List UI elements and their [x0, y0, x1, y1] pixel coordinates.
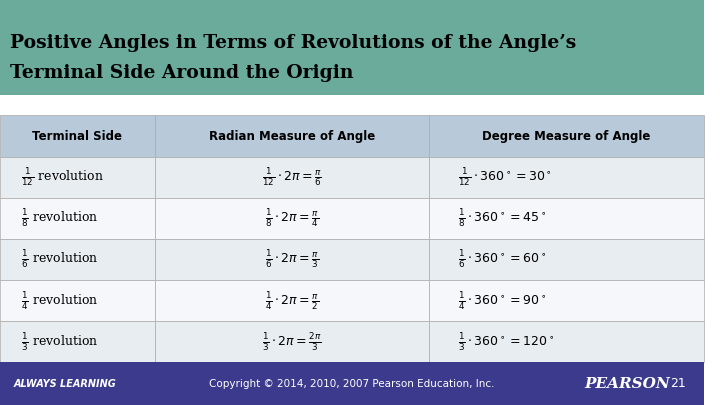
- Text: $\frac{1}{4}\cdot 360^\circ = 90^\circ$: $\frac{1}{4}\cdot 360^\circ = 90^\circ$: [457, 290, 546, 312]
- Text: $\frac{1}{8}\cdot 2\pi = \frac{\pi}{4}$: $\frac{1}{8}\cdot 2\pi = \frac{\pi}{4}$: [265, 207, 319, 229]
- FancyBboxPatch shape: [155, 239, 429, 280]
- FancyBboxPatch shape: [429, 280, 704, 321]
- FancyBboxPatch shape: [0, 115, 155, 157]
- Text: ALWAYS LEARNING: ALWAYS LEARNING: [14, 379, 117, 389]
- Text: $\frac{1}{12}\cdot 2\pi = \frac{\pi}{6}$: $\frac{1}{12}\cdot 2\pi = \frac{\pi}{6}$: [262, 166, 322, 188]
- Text: $\frac{1}{3}$ revolution: $\frac{1}{3}$ revolution: [21, 331, 99, 353]
- FancyBboxPatch shape: [429, 115, 704, 157]
- FancyBboxPatch shape: [0, 362, 704, 405]
- Text: $\frac{1}{12}$ revolution: $\frac{1}{12}$ revolution: [21, 166, 104, 188]
- Text: $\frac{1}{12}\cdot 360^\circ = 30^\circ$: $\frac{1}{12}\cdot 360^\circ = 30^\circ$: [457, 166, 552, 188]
- Text: Positive Angles in Terms of Revolutions of the Angle’s: Positive Angles in Terms of Revolutions …: [10, 34, 576, 51]
- FancyBboxPatch shape: [429, 198, 704, 239]
- FancyBboxPatch shape: [0, 0, 704, 95]
- Text: Terminal Side: Terminal Side: [32, 130, 122, 143]
- FancyBboxPatch shape: [0, 321, 155, 362]
- FancyBboxPatch shape: [0, 280, 155, 321]
- FancyBboxPatch shape: [0, 198, 155, 239]
- Text: 21: 21: [670, 377, 686, 390]
- FancyBboxPatch shape: [429, 321, 704, 362]
- Text: $\frac{1}{3}\cdot 360^\circ = 120^\circ$: $\frac{1}{3}\cdot 360^\circ = 120^\circ$: [457, 331, 554, 353]
- Text: $\frac{1}{4}$ revolution: $\frac{1}{4}$ revolution: [21, 290, 99, 312]
- Text: Terminal Side Around the Origin: Terminal Side Around the Origin: [10, 64, 354, 82]
- FancyBboxPatch shape: [0, 157, 155, 198]
- FancyBboxPatch shape: [429, 239, 704, 280]
- Text: Radian Measure of Angle: Radian Measure of Angle: [209, 130, 375, 143]
- Text: PEARSON: PEARSON: [584, 377, 670, 391]
- Text: Copyright © 2014, 2010, 2007 Pearson Education, Inc.: Copyright © 2014, 2010, 2007 Pearson Edu…: [210, 379, 495, 389]
- Text: $\frac{1}{6}$ revolution: $\frac{1}{6}$ revolution: [21, 249, 99, 271]
- Text: $\frac{1}{6}\cdot 2\pi = \frac{\pi}{3}$: $\frac{1}{6}\cdot 2\pi = \frac{\pi}{3}$: [265, 249, 319, 271]
- Text: Degree Measure of Angle: Degree Measure of Angle: [482, 130, 651, 143]
- FancyBboxPatch shape: [155, 198, 429, 239]
- Text: $\frac{1}{8}$ revolution: $\frac{1}{8}$ revolution: [21, 207, 99, 229]
- FancyBboxPatch shape: [0, 239, 155, 280]
- Text: $\frac{1}{3}\cdot 2\pi = \frac{2\pi}{3}$: $\frac{1}{3}\cdot 2\pi = \frac{2\pi}{3}$: [262, 331, 322, 353]
- Text: $\frac{1}{6}\cdot 360^\circ = 60^\circ$: $\frac{1}{6}\cdot 360^\circ = 60^\circ$: [457, 249, 546, 271]
- FancyBboxPatch shape: [429, 157, 704, 198]
- FancyBboxPatch shape: [155, 115, 429, 157]
- FancyBboxPatch shape: [155, 280, 429, 321]
- FancyBboxPatch shape: [155, 157, 429, 198]
- Text: $\frac{1}{8}\cdot 360^\circ = 45^\circ$: $\frac{1}{8}\cdot 360^\circ = 45^\circ$: [457, 207, 546, 229]
- FancyBboxPatch shape: [155, 321, 429, 362]
- Text: $\frac{1}{4}\cdot 2\pi = \frac{\pi}{2}$: $\frac{1}{4}\cdot 2\pi = \frac{\pi}{2}$: [265, 290, 319, 312]
